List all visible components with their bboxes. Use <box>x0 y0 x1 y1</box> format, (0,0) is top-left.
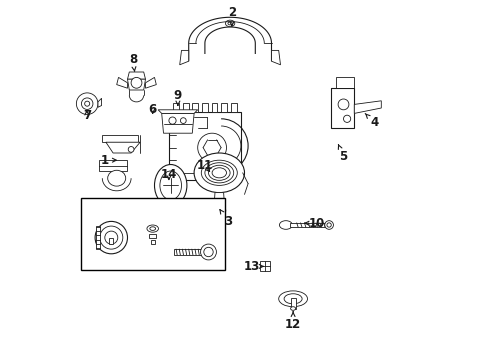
Ellipse shape <box>154 165 186 206</box>
Ellipse shape <box>84 101 89 106</box>
Polygon shape <box>354 101 381 113</box>
Polygon shape <box>204 27 255 54</box>
Polygon shape <box>167 206 173 221</box>
Ellipse shape <box>225 20 234 27</box>
Ellipse shape <box>131 77 142 88</box>
Polygon shape <box>330 88 354 128</box>
Bar <box>211 103 217 112</box>
Ellipse shape <box>81 98 93 109</box>
Polygon shape <box>168 112 241 180</box>
Polygon shape <box>102 135 138 142</box>
Ellipse shape <box>279 221 292 229</box>
Ellipse shape <box>146 225 158 232</box>
Bar <box>81 198 224 270</box>
Bar <box>221 103 226 112</box>
Ellipse shape <box>197 133 226 162</box>
Text: 7: 7 <box>82 109 91 122</box>
Ellipse shape <box>290 307 295 310</box>
Ellipse shape <box>95 221 127 254</box>
Ellipse shape <box>107 170 125 186</box>
Polygon shape <box>162 113 194 133</box>
Bar <box>183 103 188 112</box>
Polygon shape <box>127 79 145 90</box>
Bar <box>260 261 270 271</box>
Ellipse shape <box>337 99 348 110</box>
Text: 6: 6 <box>148 103 157 116</box>
Polygon shape <box>271 50 280 65</box>
Polygon shape <box>213 193 224 209</box>
Bar <box>109 238 113 244</box>
Bar <box>192 103 198 112</box>
Text: 2: 2 <box>227 6 236 26</box>
Text: 13: 13 <box>243 260 263 273</box>
Ellipse shape <box>200 244 216 260</box>
Polygon shape <box>188 17 271 61</box>
Text: 10: 10 <box>305 217 324 230</box>
Ellipse shape <box>128 147 134 152</box>
Ellipse shape <box>212 206 225 215</box>
Bar <box>290 298 295 309</box>
Polygon shape <box>127 72 145 79</box>
Text: 3: 3 <box>220 210 232 228</box>
Polygon shape <box>145 77 156 88</box>
Ellipse shape <box>324 221 333 229</box>
Ellipse shape <box>194 153 244 193</box>
Bar <box>230 103 236 112</box>
Bar <box>173 103 179 112</box>
Polygon shape <box>98 98 102 107</box>
Text: 1: 1 <box>101 154 116 167</box>
Ellipse shape <box>343 115 350 122</box>
Text: 5: 5 <box>338 145 347 163</box>
Ellipse shape <box>104 231 118 244</box>
Ellipse shape <box>100 226 122 249</box>
Polygon shape <box>179 50 188 65</box>
Bar <box>336 77 354 88</box>
Ellipse shape <box>168 117 176 124</box>
Text: 11: 11 <box>196 159 213 172</box>
Polygon shape <box>158 110 197 113</box>
Bar <box>96 226 100 249</box>
Text: 14: 14 <box>161 168 177 181</box>
Polygon shape <box>99 160 127 171</box>
Polygon shape <box>117 77 127 88</box>
Ellipse shape <box>76 93 98 114</box>
Ellipse shape <box>278 291 307 307</box>
Text: 12: 12 <box>285 312 301 330</box>
Polygon shape <box>174 249 204 255</box>
Ellipse shape <box>326 223 330 227</box>
Text: 8: 8 <box>128 53 137 72</box>
Polygon shape <box>106 142 140 153</box>
Text: 9: 9 <box>173 89 182 105</box>
Bar <box>149 234 156 238</box>
Bar <box>202 103 207 112</box>
Ellipse shape <box>180 118 186 123</box>
Polygon shape <box>289 223 326 227</box>
Text: 4: 4 <box>365 113 377 129</box>
Bar <box>150 240 155 244</box>
